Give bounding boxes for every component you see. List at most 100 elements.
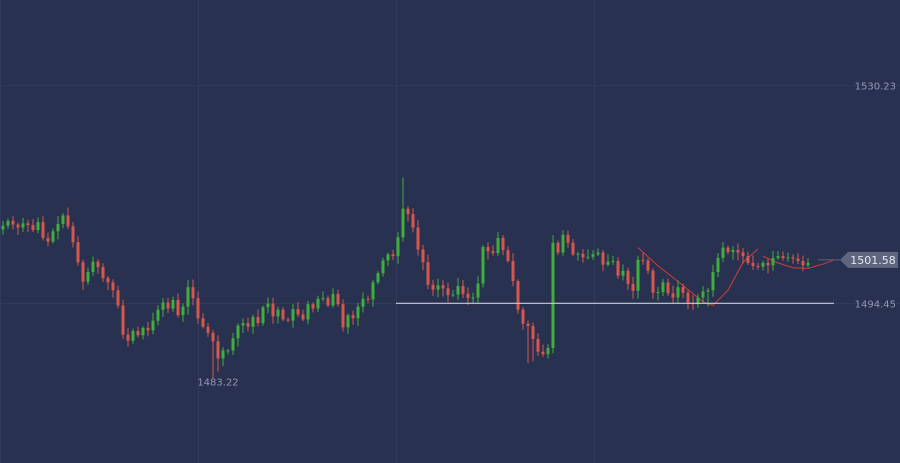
candle-body [516, 281, 520, 310]
candle-body [61, 215, 65, 224]
candle-body [96, 261, 100, 268]
candle-body [366, 298, 370, 300]
candle-body [641, 259, 645, 261]
candle [226, 348, 230, 355]
candle-body [91, 261, 95, 272]
candle [76, 236, 80, 266]
candle-body [411, 214, 415, 228]
candle-body [561, 234, 565, 253]
candle-body [796, 258, 800, 262]
candle-body [221, 350, 225, 359]
candle [636, 255, 640, 299]
pattern-line-arc [762, 255, 834, 269]
candle-body [66, 215, 70, 227]
candle-body [701, 291, 705, 298]
candlestick-series [1, 177, 810, 380]
candle [601, 250, 605, 272]
candle [91, 256, 95, 276]
candle [116, 285, 120, 309]
candle-body [181, 306, 185, 316]
candle [196, 291, 200, 325]
candle-body [491, 251, 495, 254]
candle [511, 253, 515, 287]
candle-body [441, 285, 445, 289]
candle [56, 216, 60, 240]
candle-body [76, 242, 80, 263]
candle-body [116, 290, 120, 306]
candle [641, 252, 645, 265]
candle [561, 230, 565, 256]
candle-body [466, 293, 470, 299]
candle-body [536, 338, 540, 352]
candle [751, 255, 755, 270]
candle-body [21, 223, 25, 228]
candle-body [546, 348, 550, 355]
candle [566, 230, 570, 248]
candle [326, 295, 330, 307]
price-level-label-high: 1530.23 [855, 82, 896, 93]
candle [721, 242, 725, 263]
candle-body [621, 270, 625, 276]
candle-body [341, 304, 345, 328]
candle-body [661, 282, 665, 293]
candle-body [101, 267, 105, 279]
candle [126, 328, 130, 347]
candle-body [266, 303, 270, 308]
candle [421, 244, 425, 271]
candle [596, 248, 600, 257]
candle [461, 280, 465, 299]
candle [256, 309, 260, 327]
candle [146, 321, 150, 337]
candle [651, 268, 655, 300]
candle [416, 219, 420, 256]
candle-body [176, 299, 180, 316]
candle [331, 288, 335, 308]
candle [436, 278, 440, 298]
candle [521, 306, 525, 330]
candle [166, 297, 170, 313]
candle-body [391, 254, 395, 257]
candle-body [246, 323, 250, 327]
candle [701, 286, 705, 303]
candle [696, 293, 700, 308]
candle-body [36, 222, 40, 230]
current-price-badge-shape [840, 251, 898, 268]
candle-body [6, 220, 10, 226]
candle-body [311, 304, 315, 309]
candle-body [251, 317, 255, 327]
candle-body [496, 237, 500, 254]
candle-body [806, 262, 810, 266]
candle-body [506, 250, 510, 262]
candle [206, 323, 210, 337]
candle-body [271, 303, 275, 317]
candle-body [541, 351, 545, 355]
candle [131, 328, 135, 344]
candle-body [156, 309, 160, 321]
candle-body [171, 299, 175, 309]
candle [481, 245, 485, 288]
candle [406, 206, 410, 222]
candle-body [586, 256, 590, 258]
candle [801, 255, 805, 272]
candle-body [631, 284, 635, 291]
candle-body [136, 331, 140, 336]
candle [551, 235, 555, 354]
candle [71, 222, 75, 248]
candle-body [766, 262, 770, 266]
candle-body [236, 325, 240, 339]
candle-body [421, 249, 425, 263]
candle [526, 320, 530, 364]
candle [321, 291, 325, 302]
candle-body [731, 250, 735, 252]
candle [156, 305, 160, 326]
candle-body [326, 298, 330, 306]
candle-body [51, 231, 55, 242]
candle [456, 277, 460, 300]
candle [261, 305, 265, 326]
candle-body [371, 282, 375, 300]
candle-body [146, 327, 150, 331]
candle [251, 314, 255, 334]
